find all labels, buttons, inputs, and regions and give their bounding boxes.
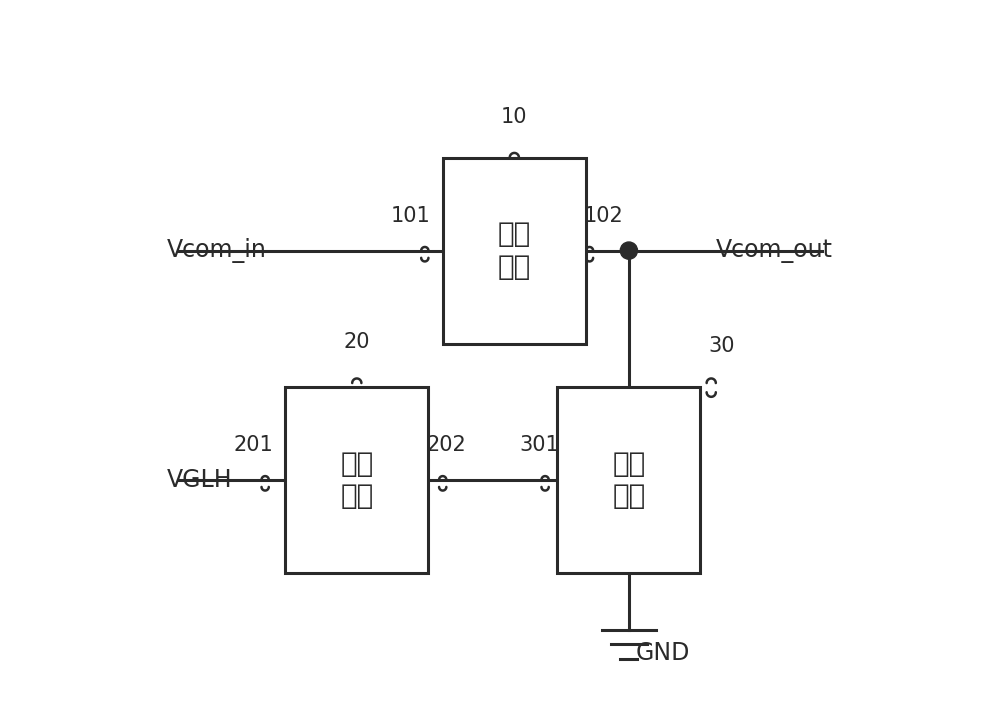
Text: GND: GND [636,641,690,665]
Text: VGLH: VGLH [167,468,233,492]
Text: Vcom_in: Vcom_in [167,238,267,263]
Text: 供电
单元: 供电 单元 [498,221,531,281]
Bar [285,387,428,573]
Text: 控制
单元: 控制 单元 [340,450,373,510]
Text: 101: 101 [391,205,430,226]
Text: 301: 301 [520,435,559,455]
Bar [443,158,586,344]
Text: 10: 10 [501,107,528,127]
Bar [557,387,700,573]
Text: 202: 202 [426,435,466,455]
Text: Vcom_out: Vcom_out [716,238,833,263]
Text: 20: 20 [344,332,370,352]
Circle shape [620,242,637,259]
Text: 放电
单元: 放电 单元 [612,450,646,510]
Text: 30: 30 [709,336,735,356]
Text: 102: 102 [584,205,624,226]
Text: 201: 201 [233,435,273,455]
